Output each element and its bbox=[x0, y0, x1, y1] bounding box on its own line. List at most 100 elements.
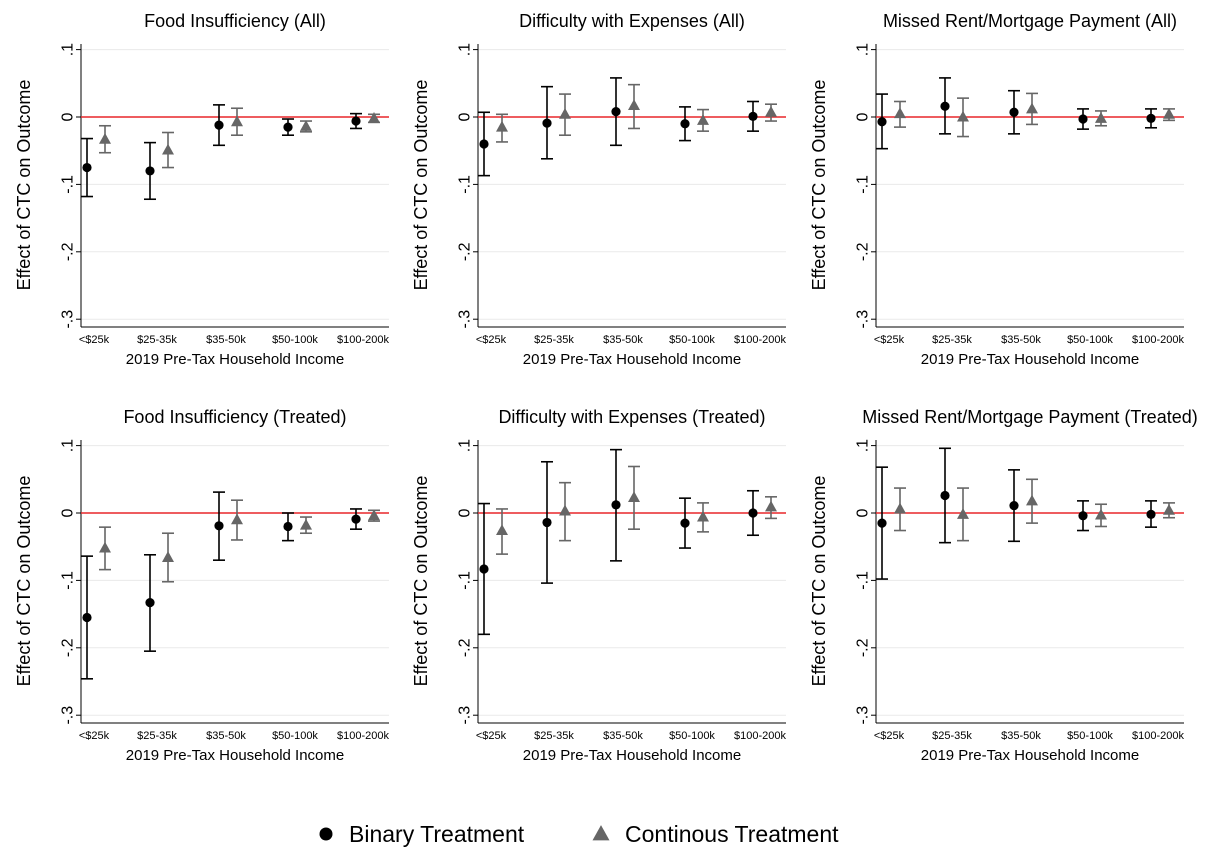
x-tick-label: <$25k bbox=[476, 730, 507, 742]
y-axis-label: Effect of CTC on Outcome bbox=[411, 476, 431, 687]
binary-point bbox=[748, 111, 758, 121]
y-tick-label: -.2 bbox=[855, 638, 872, 657]
x-tick-label: $100-200k bbox=[734, 730, 786, 742]
panels-group: .10-.1-.2-.3<$25k $25-35k $35-50k $50-100k $… bbox=[14, 11, 1198, 764]
x-tick-label: <$25k bbox=[874, 730, 905, 742]
y-tick-label: -.1 bbox=[457, 571, 474, 590]
x-axis-label: 2019 Pre-Tax Household Income bbox=[921, 351, 1139, 368]
binary-point bbox=[479, 564, 489, 574]
continuous-point bbox=[628, 99, 640, 111]
binary-point bbox=[877, 117, 887, 127]
x-axis-label: 2019 Pre-Tax Household Income bbox=[523, 747, 741, 764]
continuous-point bbox=[368, 112, 380, 123]
x-tick-label: <$25k bbox=[79, 730, 110, 742]
panel-6: .1 0 -.1 -.2 -.3<$25k $25-35k $35-50k $50-100k $… bbox=[809, 407, 1198, 764]
binary-point bbox=[1078, 114, 1088, 124]
x-tick-label: $35-50k bbox=[603, 334, 643, 346]
x-tick-label: $50-100k bbox=[669, 730, 715, 742]
binary-point bbox=[214, 521, 224, 531]
x-tick-label: $50-100k bbox=[669, 334, 715, 346]
y-tick-label: 0 bbox=[60, 508, 77, 517]
continuous-point bbox=[496, 524, 508, 536]
continuous-point bbox=[368, 509, 380, 521]
binary-point bbox=[748, 508, 758, 518]
continuous-point bbox=[894, 107, 906, 119]
y-tick-label: -.2 bbox=[457, 242, 474, 261]
continuous-point bbox=[300, 518, 312, 530]
y-tick-label: .1 bbox=[855, 439, 872, 452]
y-tick-label: 0 bbox=[855, 112, 872, 121]
panel-1: .1 0 -.1 -.2 -.3<$25k $25-35k $35-50k $50-100k $… bbox=[14, 11, 389, 368]
legend-label-continuous: Continous Treatment bbox=[625, 821, 839, 847]
x-axis-label: 2019 Pre-Tax Household Income bbox=[126, 351, 344, 368]
y-tick-label: -.1 bbox=[60, 571, 77, 590]
x-axis-label: 2019 Pre-Tax Household Income bbox=[921, 747, 1139, 764]
y-tick-label: -.2 bbox=[457, 638, 474, 657]
panel-title: Missed Rent/Mortgage Payment (Treated) bbox=[862, 407, 1197, 427]
y-tick-label: .1 bbox=[457, 439, 474, 452]
binary-point bbox=[1009, 107, 1019, 117]
binary-point bbox=[82, 612, 92, 623]
continuous-point bbox=[1026, 494, 1038, 506]
binary-point bbox=[214, 120, 224, 130]
y-axis-label: Effect of CTC on Outcome bbox=[809, 476, 829, 687]
binary-point bbox=[542, 118, 552, 128]
continuous-point bbox=[628, 491, 640, 502]
x-tick-label: $50-100k bbox=[272, 334, 318, 346]
continuous-point bbox=[1163, 108, 1175, 119]
continuous-point bbox=[162, 551, 174, 562]
binary-point bbox=[680, 518, 690, 528]
binary-point bbox=[940, 101, 950, 111]
binary-point bbox=[680, 119, 690, 129]
x-tick-label: $100-200k bbox=[1132, 334, 1184, 346]
continuous-point bbox=[1095, 508, 1107, 520]
binary-point bbox=[1078, 511, 1088, 521]
x-tick-label: $100-200k bbox=[1132, 730, 1184, 742]
x-tick-label: $50-100k bbox=[272, 730, 318, 742]
y-axis-label: Effect of CTC on Outcome bbox=[809, 80, 829, 291]
y-tick-label: -.3 bbox=[855, 310, 872, 329]
binary-point bbox=[1009, 500, 1019, 511]
y-tick-label: .1 bbox=[60, 43, 77, 56]
y-tick-label: 0 bbox=[457, 112, 474, 121]
x-tick-label: $25-35k bbox=[137, 730, 177, 742]
binary-point bbox=[1146, 509, 1156, 519]
x-tick-label: $35-50k bbox=[1001, 730, 1041, 742]
y-tick-label: -.1 bbox=[855, 175, 872, 194]
y-tick-label: 0 bbox=[855, 508, 872, 517]
legend: Binary Treatment Continous Treatment bbox=[319, 821, 839, 847]
y-axis-label: Effect of CTC on Outcome bbox=[411, 80, 431, 291]
continuous-point bbox=[894, 502, 906, 514]
legend-marker-continuous bbox=[592, 825, 610, 841]
panel-title: Difficulty with Expenses (Treated) bbox=[498, 407, 765, 427]
binary-point bbox=[283, 122, 293, 132]
continuous-point bbox=[300, 120, 312, 131]
y-tick-label: -.3 bbox=[60, 310, 77, 329]
continuous-point bbox=[496, 120, 508, 132]
binary-point bbox=[542, 517, 552, 528]
x-tick-label: $35-50k bbox=[206, 334, 246, 346]
panel-title: Missed Rent/Mortgage Payment (All) bbox=[883, 11, 1177, 31]
binary-point bbox=[351, 514, 361, 524]
binary-point bbox=[611, 500, 621, 510]
y-tick-label: -.3 bbox=[457, 310, 474, 329]
y-axis-label: Effect of CTC on Outcome bbox=[14, 80, 34, 291]
y-tick-label: 0 bbox=[457, 508, 474, 517]
x-tick-label: $100-200k bbox=[734, 334, 786, 346]
legend-marker-binary bbox=[319, 827, 333, 841]
continuous-point bbox=[162, 143, 174, 155]
x-tick-label: $50-100k bbox=[1067, 730, 1113, 742]
panel-5: .1 0 -.1 -.2 -.3<$25k $25-35k $35-50k $50-100k $… bbox=[411, 407, 786, 764]
x-tick-label: $100-200k bbox=[337, 334, 389, 346]
y-tick-label: -.3 bbox=[60, 706, 77, 725]
legend-label-binary: Binary Treatment bbox=[349, 821, 525, 847]
binary-point bbox=[611, 107, 621, 117]
x-tick-label: $25-35k bbox=[534, 334, 574, 346]
x-tick-label: $35-50k bbox=[1001, 334, 1041, 346]
binary-point bbox=[877, 518, 887, 528]
continuous-point bbox=[697, 510, 709, 522]
continuous-point bbox=[765, 500, 777, 512]
continuous-point bbox=[99, 132, 111, 144]
x-tick-label: $35-50k bbox=[206, 730, 246, 742]
